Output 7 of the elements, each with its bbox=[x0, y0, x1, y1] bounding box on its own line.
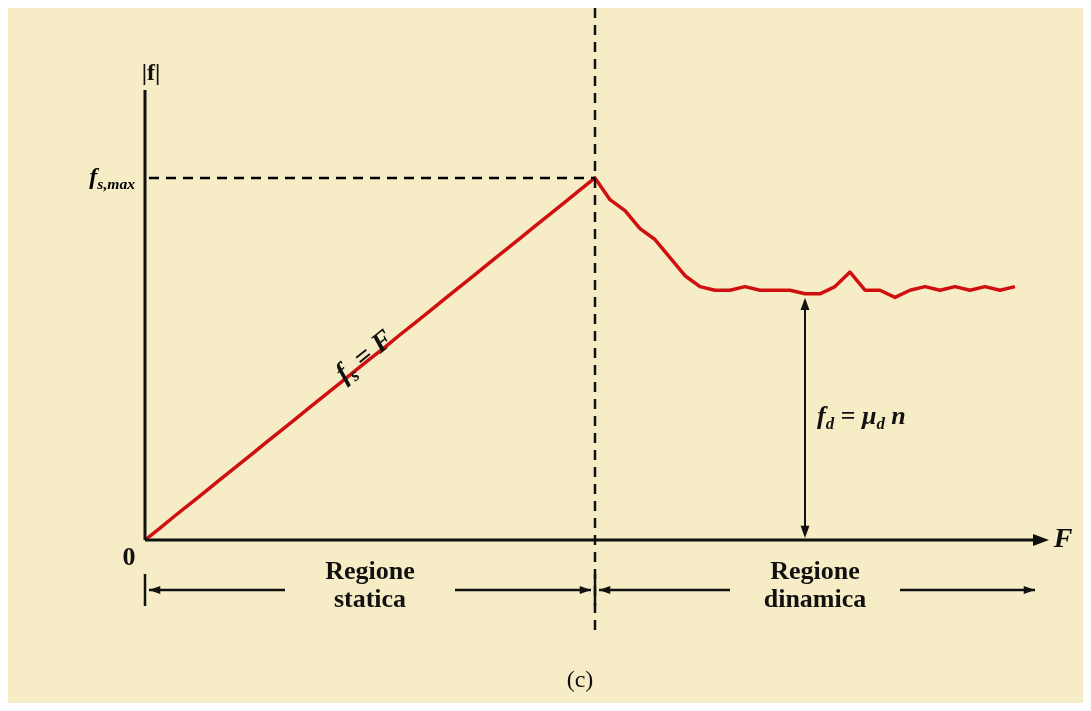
text: Regione dinamica bbox=[763, 555, 867, 614]
y-axis-title: |f| bbox=[141, 59, 161, 86]
text: Regione statica bbox=[325, 555, 415, 614]
annotation: fs = F bbox=[328, 322, 399, 388]
x-axis-title: F bbox=[1052, 522, 1073, 554]
text: 0 bbox=[122, 541, 136, 571]
text: (c) bbox=[566, 666, 594, 693]
